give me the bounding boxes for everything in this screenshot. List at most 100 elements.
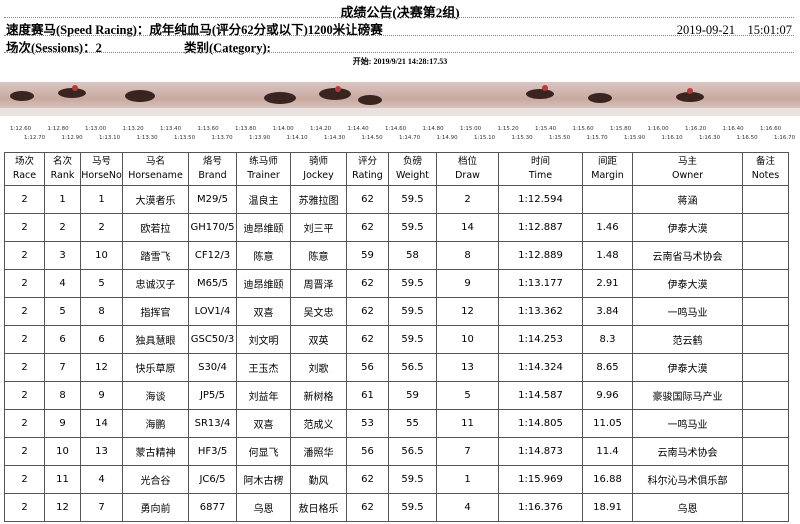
- table-cell: S30/4: [188, 353, 237, 382]
- title: 成绩公告(决赛第2组): [340, 5, 460, 20]
- table-cell: 4: [80, 465, 123, 494]
- header-en: Margin: [591, 170, 624, 181]
- table-cell: [742, 241, 789, 270]
- table-cell: 勤风: [290, 465, 347, 494]
- start-time: 开始: 2019/9/21 14:28:17.53: [352, 57, 448, 66]
- table-cell: 7: [80, 493, 123, 522]
- timeline-label: 1:14.30: [324, 135, 346, 141]
- timeline-label: 1:15.80: [610, 126, 632, 132]
- column-header: 时间 Time: [498, 152, 583, 186]
- table-cell: 3.84: [582, 297, 633, 326]
- timeline-label: 1:13.70: [211, 135, 233, 141]
- table-cell: 2: [4, 269, 45, 298]
- header-en: Draw: [455, 170, 480, 181]
- column-header: 马主 Owner: [632, 152, 743, 186]
- table-cell: 1:14.324: [498, 353, 583, 382]
- divider: [4, 17, 794, 18]
- table-cell: 6: [44, 325, 81, 354]
- table-cell: 9: [436, 269, 499, 298]
- table-cell: [742, 297, 789, 326]
- table-cell: 59.5: [388, 325, 437, 354]
- table-cell: 1:12.889: [498, 241, 583, 270]
- table-row: 2 9 14 海鹏 SR13/4 双喜 范成义 53 55 11 1:14.805 11.05 一鸣马业: [4, 409, 789, 438]
- table-cell: 56: [346, 353, 389, 382]
- timeline-label: 1:12.70: [24, 135, 46, 141]
- timeline-label: 1:13.00: [85, 126, 107, 132]
- table-cell: 62: [346, 213, 389, 242]
- divider: [4, 52, 794, 53]
- table-cell: 双英: [290, 325, 347, 354]
- table-cell: 蒙古精神: [122, 437, 189, 466]
- table-cell: 2: [4, 381, 45, 410]
- timeline-label: 1:12.90: [61, 135, 83, 141]
- header-en: Brand: [198, 170, 227, 181]
- table-cell: 2.91: [582, 269, 633, 298]
- table-cell: 5: [80, 269, 123, 298]
- table-cell: 迪昂维颐: [236, 213, 291, 242]
- table-cell: 13: [80, 437, 123, 466]
- table-cell: 云南马术协会: [632, 437, 743, 466]
- table-cell: 1:12.887: [498, 213, 583, 242]
- header-cn: 名次: [52, 156, 72, 167]
- table-cell: 59.5: [388, 493, 437, 522]
- header-en: Owner: [671, 170, 704, 181]
- table-cell: 欧若拉: [122, 213, 189, 242]
- header-cn: 马名: [145, 156, 165, 167]
- table-cell: [742, 381, 789, 410]
- timeline: 1:12.60 1:12.80 1:13.00 1:13.20 1:13.40 1:13.…: [0, 126, 800, 146]
- table-cell: 乌恩: [632, 493, 743, 522]
- photo-finish: [0, 82, 800, 116]
- column-header: 评分 Rating: [346, 152, 389, 186]
- table-cell: 3: [44, 241, 81, 270]
- table-cell: 53: [346, 409, 389, 438]
- header-en: Time: [528, 170, 553, 181]
- table-cell: 9.96: [582, 381, 633, 410]
- table-cell: 9: [80, 381, 123, 410]
- table-cell: 62: [346, 269, 389, 298]
- table-cell: 10: [44, 437, 81, 466]
- table-cell: 独具慧眼: [122, 325, 189, 354]
- table-row: 2 4 5 忠诚汉子 M65/5 迪昂维颐 周晋泽 62 59.5 9 1:13.177 2.91 伊泰…: [4, 269, 789, 298]
- table-row: 2 7 12 快乐草原 S30/4 王玉杰 刘歌 56 56.5 13 1:14.324 8.65 伊泰…: [4, 353, 789, 382]
- table-cell: [742, 353, 789, 382]
- table-cell: 豪骏国际马产业: [632, 381, 743, 410]
- table-cell: 阿木古楞: [236, 465, 291, 494]
- column-header: 骑师 Jockey: [290, 152, 347, 186]
- results-table: 场次 Race 名次 Rank 马号 HorseNo 马名 Horsename 烙号 Brand 练…: [4, 152, 789, 522]
- timeline-label: 1:12.60: [10, 126, 32, 132]
- divider: [4, 35, 794, 36]
- table-cell: 2: [4, 325, 45, 354]
- table-cell: 1:14.587: [498, 381, 583, 410]
- timeline-label: 1:14.90: [436, 135, 458, 141]
- timeline-label: 1:13.80: [235, 126, 257, 132]
- table-cell: 2: [4, 297, 45, 326]
- table-cell: [742, 465, 789, 494]
- table-cell: 潘照华: [290, 437, 347, 466]
- table-cell: 8.65: [582, 353, 633, 382]
- column-header: 烙号 Brand: [188, 152, 237, 186]
- timeline-label: 1:15.60: [572, 126, 594, 132]
- table-cell: 1:13.177: [498, 269, 583, 298]
- table-cell: GSC50/3: [188, 325, 237, 354]
- table-cell: 伊泰大漠: [632, 213, 743, 242]
- table-cell: 8.3: [582, 325, 633, 354]
- race-name: 速度赛马(Speed Racing)：成年纯血马(评分62分或以下)1200米让…: [6, 23, 383, 37]
- table-cell: 指挥官: [122, 297, 189, 326]
- table-cell: 范成义: [290, 409, 347, 438]
- table-cell: 14: [436, 213, 499, 242]
- timeline-label: 1:15.30: [511, 135, 533, 141]
- table-cell: 56.5: [388, 437, 437, 466]
- table-cell: 59: [346, 241, 389, 270]
- table-cell: 蒋涵: [632, 185, 743, 214]
- table-cell: [742, 437, 789, 466]
- table-cell: 59.5: [388, 185, 437, 214]
- table-cell: 8: [80, 297, 123, 326]
- datetime: 2019-09-21 15:01:07: [676, 23, 792, 37]
- table-cell: [742, 325, 789, 354]
- table-cell: 2: [80, 213, 123, 242]
- table-cell: 范云鹤: [632, 325, 743, 354]
- session: 场次(Sessions)：2: [6, 41, 102, 55]
- table-cell: 光合谷: [122, 465, 189, 494]
- table-cell: 1: [436, 465, 499, 494]
